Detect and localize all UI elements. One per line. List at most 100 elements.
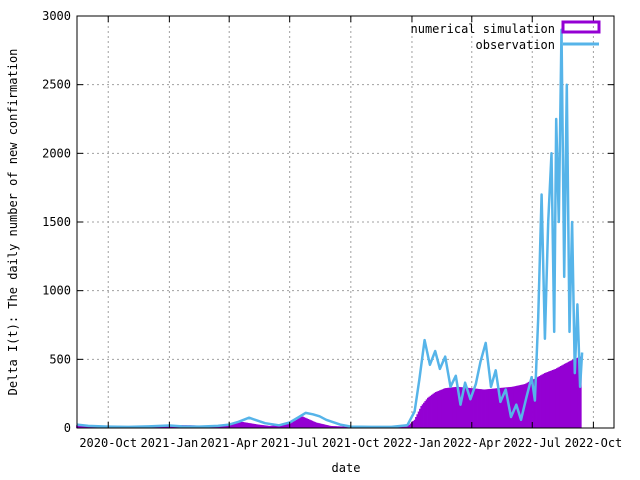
bar-numerical-simulation: [226, 425, 229, 428]
bar-numerical-simulation: [533, 378, 536, 428]
bar-numerical-simulation: [332, 426, 335, 428]
x-tick-label: 2022-Jan: [383, 436, 441, 450]
bar-numerical-simulation: [454, 386, 457, 428]
bar-numerical-simulation: [561, 365, 564, 428]
bar-numerical-simulation: [427, 397, 429, 428]
bar-numerical-simulation: [232, 423, 235, 428]
y-tick-label: 1500: [42, 215, 71, 229]
bar-numerical-simulation: [449, 387, 452, 428]
bar-numerical-simulation: [436, 391, 439, 428]
bar-numerical-simulation: [444, 388, 447, 428]
bar-numerical-simulation: [82, 425, 85, 428]
bar-numerical-simulation: [510, 386, 513, 428]
bar-numerical-simulation: [494, 388, 497, 428]
bar-numerical-simulation: [248, 423, 251, 428]
bar-numerical-simulation: [287, 424, 290, 428]
bar-numerical-simulation: [236, 422, 239, 428]
bar-numerical-simulation: [280, 424, 283, 428]
bar-numerical-simulation: [473, 388, 476, 428]
bar-numerical-simulation: [557, 367, 560, 428]
bar-numerical-simulation: [323, 424, 326, 428]
y-axis-label: Delta I(t): The daily number of new conf…: [6, 49, 20, 396]
bar-numerical-simulation: [433, 392, 436, 428]
bar-numerical-simulation: [256, 424, 259, 428]
bar-numerical-simulation: [477, 388, 480, 428]
bar-numerical-simulation: [252, 423, 255, 428]
bar-numerical-simulation: [423, 402, 425, 428]
x-tick-label: 2021-Oct: [322, 436, 380, 450]
bar-numerical-simulation: [435, 392, 437, 428]
bar-numerical-simulation: [550, 370, 553, 428]
bar-numerical-simulation: [222, 425, 225, 428]
bar-numerical-simulation: [546, 372, 549, 428]
bar-numerical-simulation: [544, 373, 546, 428]
bar-numerical-simulation: [469, 388, 472, 428]
bar-numerical-simulation: [272, 425, 275, 428]
bar-numerical-simulation: [291, 422, 294, 428]
bar-numerical-simulation: [541, 374, 544, 428]
bar-numerical-simulation: [324, 424, 327, 428]
bar-numerical-simulation: [306, 418, 308, 428]
legend-label-observation: observation: [476, 38, 555, 52]
bar-numerical-simulation: [538, 375, 541, 428]
bar-numerical-simulation: [542, 373, 545, 428]
bar-numerical-simulation: [501, 387, 504, 428]
bar-numerical-simulation: [478, 389, 481, 428]
bar-numerical-simulation: [415, 417, 417, 428]
bar-numerical-simulation: [570, 360, 573, 428]
bar-numerical-simulation: [78, 425, 81, 428]
bar-numerical-simulation: [440, 389, 443, 428]
bar-numerical-simulation: [549, 371, 552, 428]
bar-numerical-simulation: [506, 387, 509, 428]
series-line-observation: [76, 28, 584, 429]
bar-numerical-simulation: [490, 388, 493, 428]
bar-numerical-simulation: [529, 381, 532, 428]
bar-numerical-simulation: [563, 363, 566, 428]
bar-numerical-simulation: [521, 384, 524, 428]
bar-numerical-simulation: [431, 394, 433, 428]
bar-numerical-simulation: [512, 386, 514, 428]
bar-numerical-simulation: [448, 387, 451, 428]
bar-numerical-simulation: [77, 425, 80, 428]
bar-numerical-simulation: [254, 424, 256, 428]
bar-numerical-simulation: [460, 387, 463, 428]
bar-numerical-simulation: [330, 425, 332, 428]
bar-numerical-simulation: [230, 424, 233, 428]
bar-numerical-simulation: [250, 423, 252, 428]
bar-numerical-simulation: [417, 411, 420, 428]
bar-numerical-simulation: [337, 426, 340, 428]
x-tick-label: 2022-Jul: [503, 436, 561, 450]
bar-numerical-simulation: [536, 377, 538, 428]
bar-numerical-simulation: [465, 387, 468, 428]
bar-numerical-simulation: [553, 369, 556, 428]
bar-numerical-simulation: [468, 387, 470, 428]
bar-numerical-simulation: [559, 366, 562, 428]
bar-numerical-simulation: [336, 426, 339, 428]
bar-numerical-simulation: [481, 389, 484, 428]
bar-numerical-simulation: [234, 423, 237, 428]
bar-numerical-simulation: [458, 387, 461, 428]
bar-numerical-simulation: [319, 423, 322, 428]
bar-numerical-simulation: [558, 366, 561, 428]
y-tick-label: 2500: [42, 78, 71, 92]
bar-numerical-simulation: [518, 385, 521, 428]
bar-numerical-simulation: [466, 387, 469, 428]
bar-numerical-simulation: [421, 404, 424, 428]
bar-numerical-simulation: [577, 357, 579, 428]
bar-numerical-simulation: [246, 422, 249, 428]
bar-numerical-simulation: [290, 423, 292, 428]
bar-numerical-simulation: [80, 425, 82, 428]
bar-numerical-simulation: [420, 406, 423, 428]
y-tick-label: 2000: [42, 146, 71, 160]
bar-numerical-simulation: [81, 425, 84, 428]
bar-numerical-simulation: [260, 424, 263, 428]
bar-numerical-simulation: [343, 426, 346, 428]
bar-numerical-simulation: [240, 421, 243, 428]
bar-numerical-simulation: [286, 424, 288, 428]
bar-numerical-simulation: [416, 414, 419, 428]
bar-numerical-simulation: [314, 421, 316, 428]
bar-numerical-simulation: [429, 395, 432, 428]
y-tick-label: 0: [64, 421, 71, 435]
bar-numerical-simulation: [326, 425, 328, 428]
bar-numerical-simulation: [227, 425, 230, 428]
